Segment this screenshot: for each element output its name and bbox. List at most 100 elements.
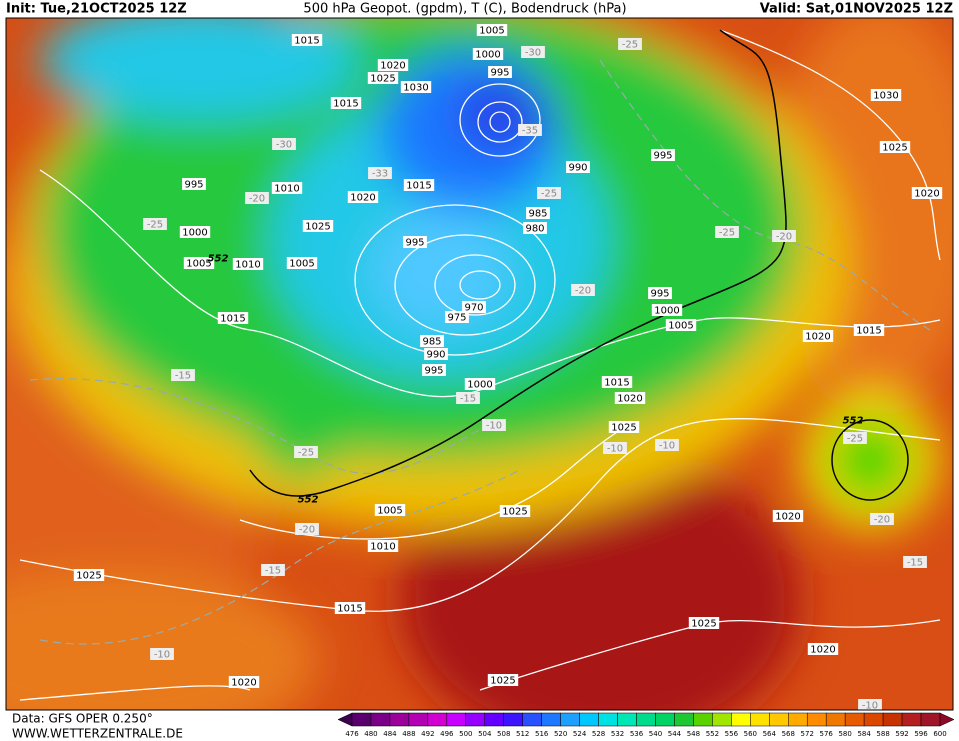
website: WWW.WETTERZENTRALE.DE	[12, 727, 183, 741]
map-labels: 1015 1005 1000 995 1020 1025 1030 1015 995 1010 10…	[73, 24, 943, 710]
pressure-label: 990	[426, 350, 445, 361]
temperature-label: -10	[154, 650, 170, 661]
temperature-label-box	[870, 513, 894, 525]
temperature-label: -15	[265, 566, 281, 577]
pressure-label: 975	[447, 313, 466, 324]
colorbar-label: 568	[782, 730, 795, 738]
temperature-label: -25	[719, 228, 735, 239]
contour-552-cutoff	[831, 419, 909, 501]
pressure-label: 985	[528, 209, 547, 220]
pressure-label-box	[879, 141, 911, 153]
pressure-label-box	[853, 324, 885, 336]
pressure-label-box	[179, 226, 211, 238]
pressure-label: 995	[184, 180, 203, 191]
pressure-label: 1025	[490, 676, 515, 687]
colorbar-swatch	[560, 712, 580, 727]
pressure-label: 1025	[882, 143, 907, 154]
pressure-label-box	[286, 257, 318, 269]
pressure-label: 995	[653, 151, 672, 162]
colorbar-swatch	[484, 712, 504, 727]
pressure-label-box	[870, 89, 902, 101]
temperature-label-box	[143, 218, 167, 230]
geopotential-label: 552	[298, 495, 319, 506]
temperature-label-box	[482, 419, 506, 431]
colorbar-swatch	[370, 712, 391, 727]
pressure-label: 1005	[186, 259, 211, 270]
temperature-label: -20	[776, 232, 792, 243]
temperature-label-box	[618, 38, 642, 50]
colorbar-label: 600	[933, 730, 946, 738]
colorbar-label: 588	[876, 730, 889, 738]
colorbar-label: 512	[516, 730, 529, 738]
colorbar-swatch	[674, 712, 694, 727]
colorbar-label: 592	[895, 730, 908, 738]
pressure-label-box	[403, 236, 427, 248]
pressure-label-box	[228, 676, 260, 688]
colorbar-swatch	[351, 712, 372, 727]
pressure-label-box	[374, 504, 406, 516]
colorbar-arrow-right	[939, 712, 955, 727]
pressure-label: 995	[424, 366, 443, 377]
colorbar: 476 480 484 488 492 496 500 504 508 512 516 520 524 5…	[337, 712, 955, 738]
colorbar-swatch	[920, 712, 941, 727]
temperature-label-box	[150, 648, 174, 660]
pressure-label: 1015	[220, 314, 245, 325]
colorbar-label: 528	[592, 730, 605, 738]
colorbar-label: 540	[649, 730, 662, 738]
colorbar-swatch	[731, 712, 751, 727]
temperature-label-box	[518, 124, 542, 136]
temperature-label-box	[368, 167, 392, 179]
temperature-label: -15	[460, 394, 476, 405]
pressure-label: 1010	[274, 184, 299, 195]
pressure-label-box	[347, 191, 379, 203]
pressure-label: 1020	[350, 193, 375, 204]
pressure-label: 985	[422, 337, 441, 348]
pressure-label-box	[217, 312, 249, 324]
pressure-label-box	[445, 311, 469, 323]
temperature-label: -30	[276, 140, 292, 151]
temperature-label: -35	[522, 126, 538, 137]
temperature-label-box	[245, 192, 269, 204]
pressure-label-box	[499, 505, 531, 517]
temperature-label: -20	[575, 286, 591, 297]
temperature-label-box	[603, 442, 627, 454]
pressure-label: 1000	[182, 228, 207, 239]
pressure-label-box	[232, 258, 264, 270]
pressure-label: 1015	[604, 378, 629, 389]
contour-552	[249, 29, 787, 497]
colorbar-swatch	[465, 712, 486, 727]
geopotential-label: 552	[208, 254, 229, 265]
colorbar-swatch	[655, 712, 675, 727]
pressure-label: 1005	[377, 506, 402, 517]
pressure-label-box	[526, 207, 550, 219]
colorbar-swatch	[427, 712, 448, 727]
data-source: Data: GFS OPER 0.250°	[12, 712, 153, 726]
pressure-label: 1020	[231, 678, 256, 689]
pressure-label-box	[377, 59, 409, 71]
pressure-label-box	[807, 643, 839, 655]
colorbar-label: 476	[345, 730, 359, 738]
pressure-label-box	[651, 304, 683, 316]
pressure-label: 1020	[617, 394, 642, 405]
pressure-label: 1005	[289, 259, 314, 270]
pressure-label: 995	[405, 238, 424, 249]
pressure-label: 1010	[370, 542, 395, 553]
colorbar-swatch	[769, 712, 789, 727]
temperature-label: -25	[298, 448, 314, 459]
colorbar-swatch	[825, 712, 846, 727]
pressure-label-box	[271, 182, 303, 194]
colorbar-label: 488	[402, 730, 415, 738]
temperature-label: -20	[249, 194, 265, 205]
temperature-label-box	[772, 230, 796, 242]
colorbar-label: 500	[459, 730, 472, 738]
pressure-label-box	[424, 348, 448, 360]
temperature-label-box	[294, 446, 318, 458]
pressure-label: 1025	[76, 571, 101, 582]
temperature-label-box	[903, 556, 927, 568]
pressure-label: 1000	[654, 306, 679, 317]
pressure-label-box	[802, 330, 834, 342]
valid-time: Valid: Sat,01NOV2025 12Z	[760, 2, 953, 17]
temperature-label-box	[456, 392, 480, 404]
colorbar-label: 584	[857, 730, 871, 738]
